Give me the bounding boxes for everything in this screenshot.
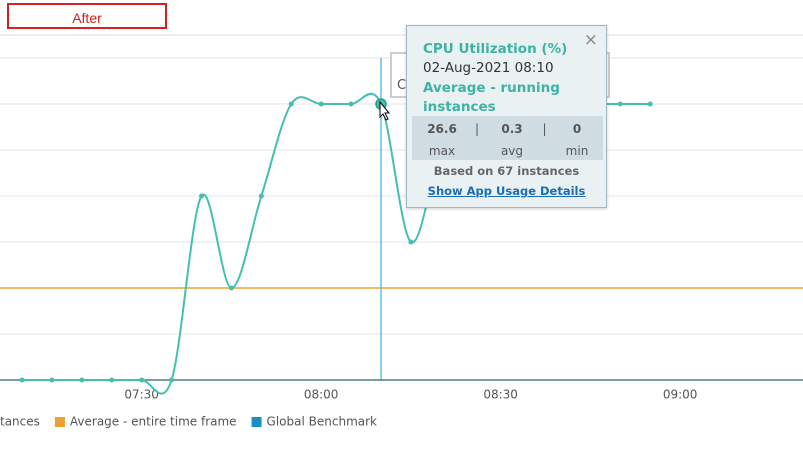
- point: [169, 377, 175, 383]
- x-tick-label: 08:00: [304, 388, 339, 402]
- point: [647, 101, 653, 107]
- stat-separator: |: [542, 122, 547, 136]
- point: [199, 193, 204, 199]
- legend-swatch: [54, 417, 65, 427]
- details-link[interactable]: Show App Usage Details: [427, 184, 586, 198]
- legend-label: Global Benchmark: [267, 415, 377, 429]
- tooltip-series: Average - running instances: [423, 80, 560, 115]
- tooltip: × CPU Utilization (%) 02-Aug-2021 08:10 …: [406, 25, 607, 208]
- panel-label: C: [397, 78, 407, 93]
- stat-value: 0: [572, 122, 582, 136]
- tooltip-time: 02-Aug-2021 08:10: [423, 60, 554, 76]
- point: [228, 285, 234, 291]
- stat-label: avg: [500, 144, 524, 158]
- point: [79, 377, 85, 383]
- legend-label: Average - entire time frame: [70, 415, 237, 429]
- point: [49, 377, 55, 383]
- legend-label: tances: [0, 415, 40, 429]
- badge: After: [7, 3, 167, 29]
- stat-value: 26.6: [427, 122, 457, 136]
- legend-swatch: [251, 417, 262, 427]
- x-tick-label: 07:30: [124, 388, 159, 402]
- stat-label: min: [565, 144, 589, 158]
- x-tick-label: 08:30: [483, 388, 518, 402]
- stat-label: max: [428, 144, 456, 158]
- point: [348, 101, 354, 107]
- point: [288, 101, 294, 107]
- stat-value: 0.3: [501, 122, 523, 136]
- stats: 26.6 max | 0.3 avg | 0 min: [412, 116, 603, 160]
- tooltip-note: Based on 67 instances: [433, 164, 580, 178]
- tooltip-title: CPU Utilization (%): [423, 41, 568, 57]
- point: [408, 239, 414, 245]
- highlight-point: [375, 98, 387, 110]
- close-button[interactable]: ×: [583, 30, 598, 50]
- x-tick-label: 09:00: [663, 388, 698, 402]
- point: [109, 377, 115, 383]
- point: [318, 101, 324, 107]
- point: [139, 377, 145, 383]
- point: [617, 101, 623, 107]
- point: [258, 193, 264, 199]
- point: [19, 377, 25, 383]
- stat-separator: |: [474, 122, 480, 136]
